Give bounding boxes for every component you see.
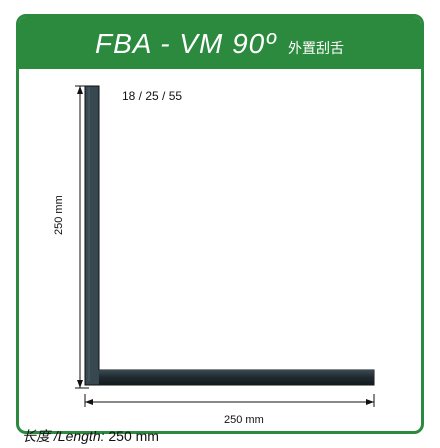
- title-bar: FBA - VM 90º 外置刮舌: [19, 17, 421, 69]
- height-dimension-label: 250 mm: [53, 195, 65, 235]
- l-profile: [84, 85, 375, 386]
- model-title: FBA - VM 90º: [95, 28, 277, 59]
- length-value: 250 mm: [108, 428, 159, 444]
- length-label: 长度 /Length:: [22, 428, 105, 444]
- height-dimension-line: [75, 85, 89, 389]
- profile-drawing: [75, 85, 375, 407]
- profile-spec: 18 / 25 / 55: [122, 89, 183, 103]
- width-dimension-line: [84, 394, 375, 407]
- width-dimension-label: 250 mm: [224, 414, 264, 426]
- product-card: FBA - VM 90º 外置刮舌: [16, 14, 424, 434]
- length-caption: 长度 /Length: 250 mm: [22, 426, 159, 446]
- technical-drawing: 18 / 25 / 55 250 mm 250 mm: [19, 69, 421, 431]
- model-subtitle: 外置刮舌: [288, 40, 344, 56]
